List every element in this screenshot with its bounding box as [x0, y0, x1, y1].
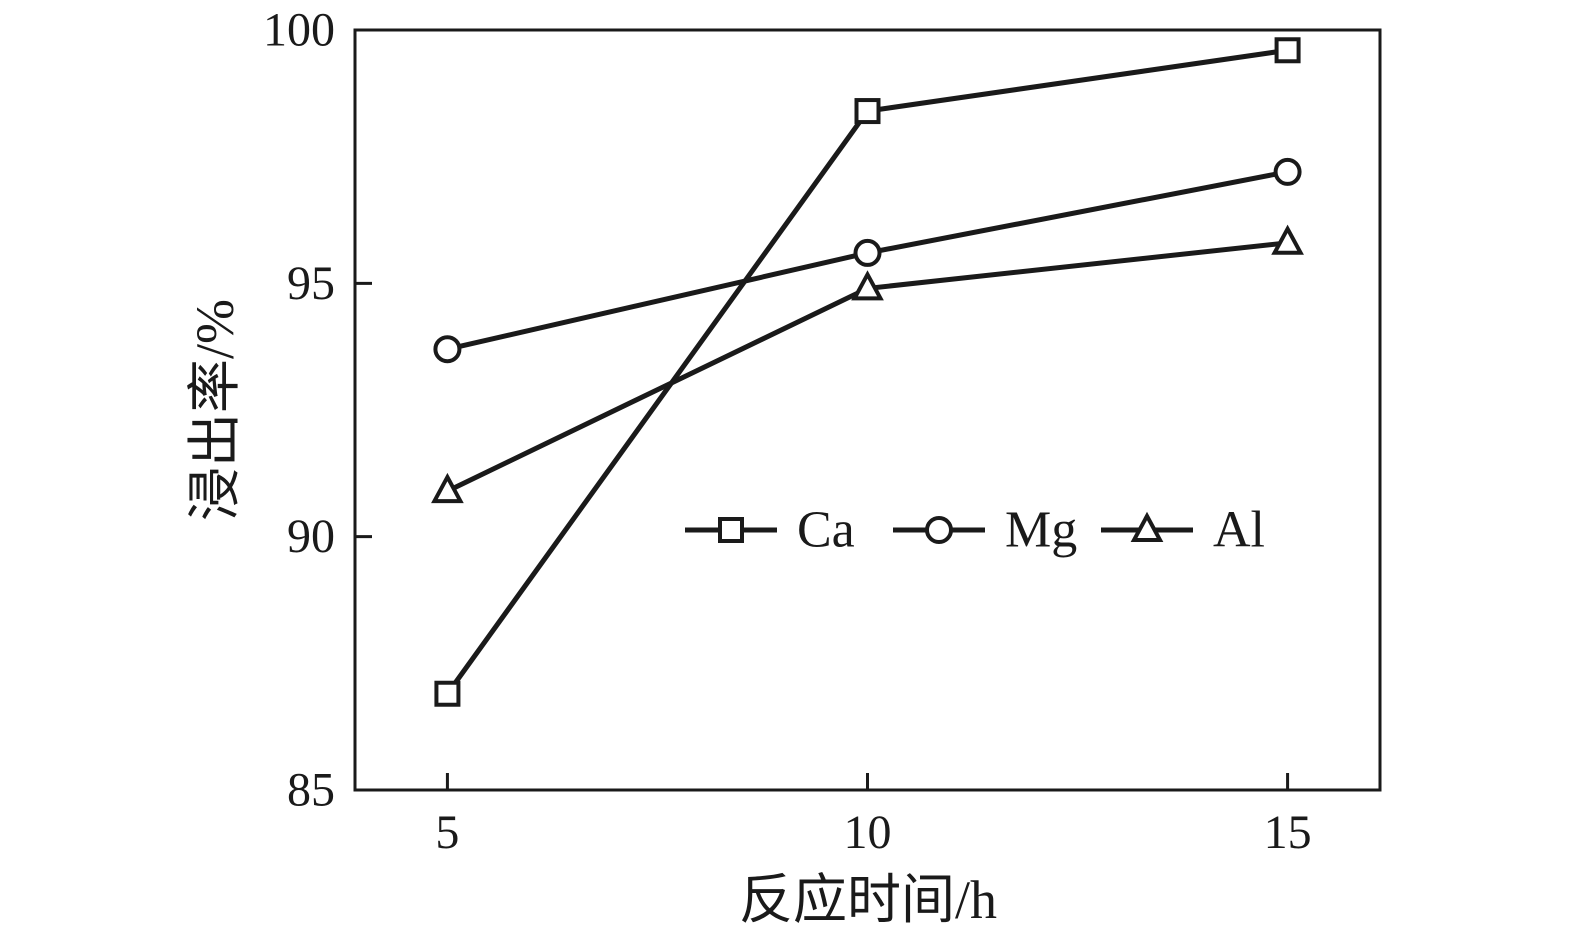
marker-ca	[1274, 37, 1301, 64]
y-tick-label: 85	[287, 764, 335, 817]
x-tick-label: 10	[844, 806, 892, 859]
y-tick-label: 100	[263, 4, 335, 57]
plot-border	[353, 28, 1382, 792]
marker-ca	[854, 98, 881, 125]
legend-label-al: Al	[1213, 502, 1265, 559]
legend-marker-al	[1130, 511, 1164, 542]
legend-marker-mg	[925, 516, 953, 544]
y-tick-label: 95	[287, 257, 335, 310]
x-axis-label: 反应时间/h	[739, 870, 997, 930]
plot-area: 85 90 95 100 5 10 15 Ca Mg Al	[263, 4, 1382, 859]
legend-label-ca: Ca	[797, 502, 855, 559]
y-axis-label: 浸出率/%	[185, 299, 245, 521]
x-tick-label: 5	[435, 806, 459, 859]
marker-mg	[433, 335, 462, 364]
series-line-ca	[445, 47, 1288, 696]
marker-mg	[853, 238, 882, 267]
legend-marker-ca	[718, 517, 744, 543]
marker-al	[431, 472, 464, 504]
y-tick-label: 90	[287, 510, 335, 563]
marker-al	[1271, 224, 1304, 255]
marker-al	[851, 270, 884, 301]
marker-mg	[1273, 157, 1302, 186]
legend-label-mg: Mg	[1005, 502, 1077, 559]
marker-ca	[434, 680, 461, 707]
x-tick-label: 15	[1264, 806, 1312, 859]
